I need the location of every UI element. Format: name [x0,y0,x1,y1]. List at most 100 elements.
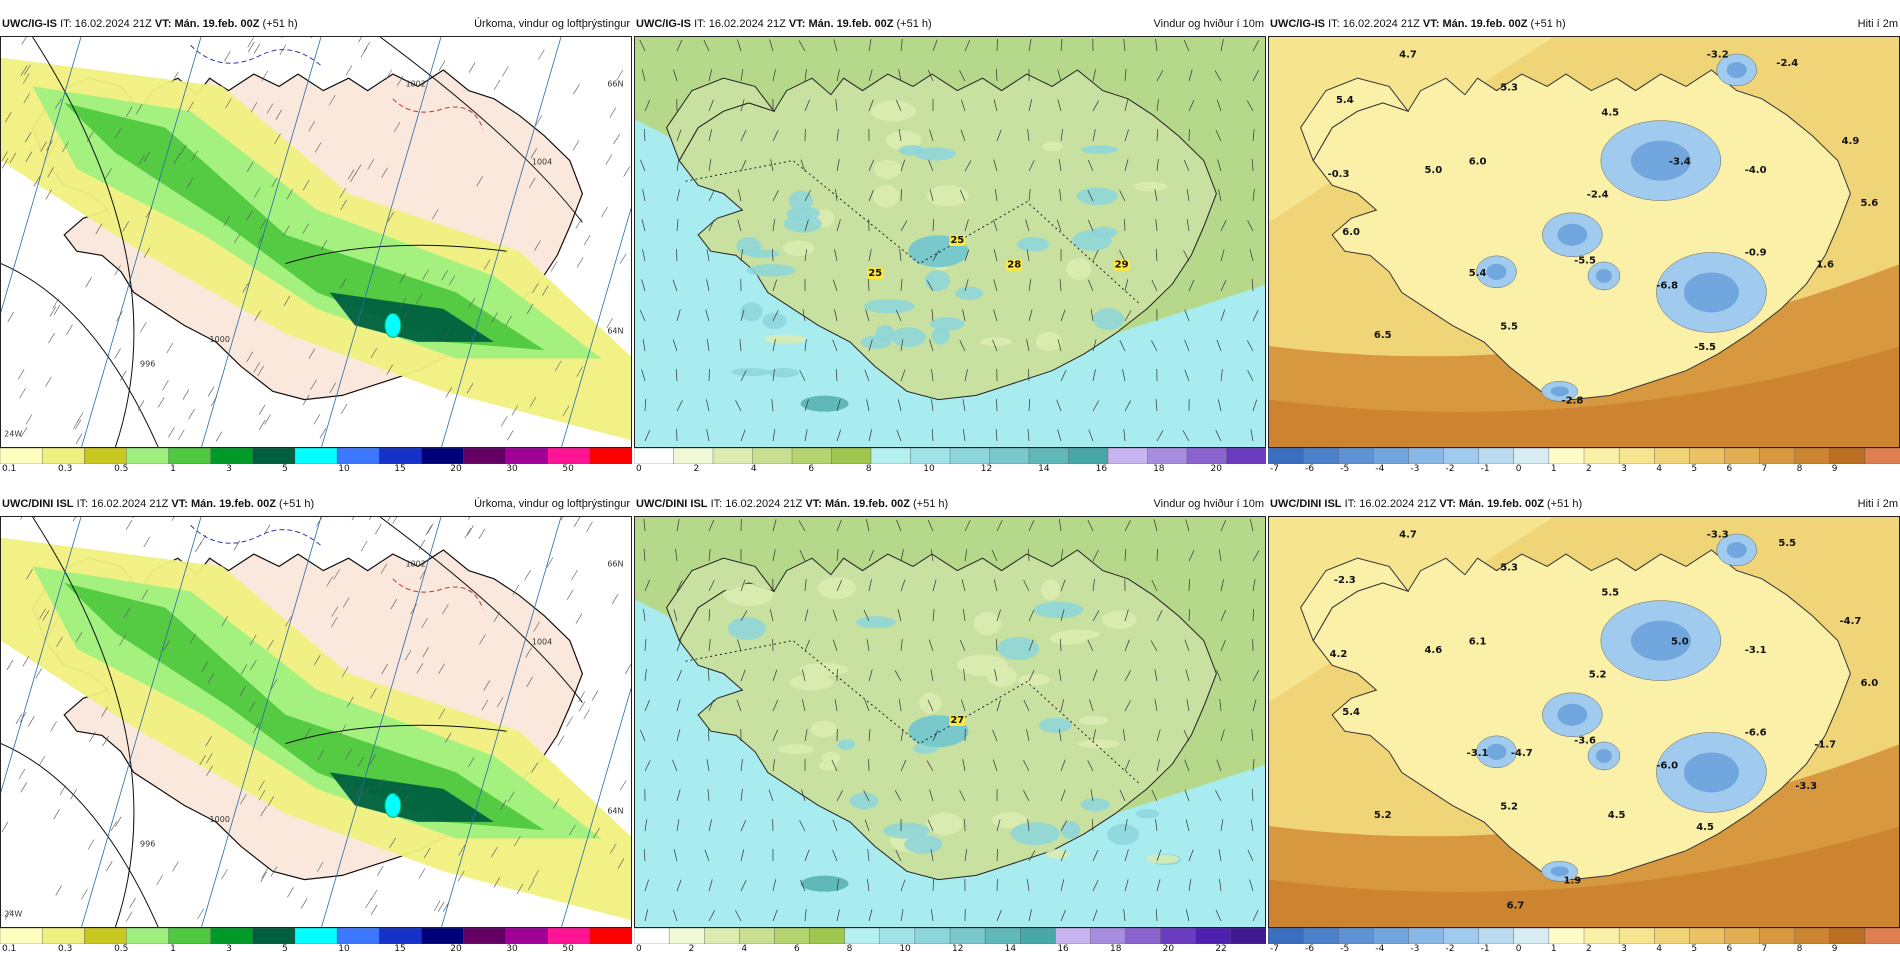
wind-speed-patch [931,327,949,344]
model-name: UWC/IG-IS [636,18,691,30]
cold-core [1487,744,1507,760]
colorbar-tick-label: 10 [923,464,934,474]
valid-time: Mán. 19.feb. 00Z [825,498,910,510]
colorbar-swatch [42,448,85,464]
wind-speed-patch [927,813,963,835]
colorbar-tick-label: 9 [1832,944,1838,954]
colorbar-tick-label: 0 [636,944,642,954]
isobar-label: 1000 [210,335,230,344]
colorbar-tick-label: 0.3 [58,464,72,474]
colorbar-swatch [1303,928,1339,944]
colorbar-swatch [1196,928,1232,944]
valid-time: Mán. 19.feb. 00Z [174,18,259,30]
colorbar-swatch [337,448,380,464]
colorbar-swatch [84,448,127,464]
colorbar-tick-label: -4 [1375,944,1384,954]
colorbar-swatch [739,928,775,944]
colorbar-tick-label: 8 [866,464,872,474]
colorbar-swatch [990,448,1030,464]
colorbar-tick-label: 22 [1215,944,1226,954]
lead-time: (+51 h) [897,18,932,30]
colorbar-tick-label: 16 [1057,944,1068,954]
colorbar-swatch [126,928,169,944]
colorbar-swatch [463,928,506,944]
colorbar-swatch [1724,928,1760,944]
wind-speed-patch [1091,227,1118,238]
temperature-label: 5.5 [1601,587,1619,598]
wind-speed-patch [1061,821,1081,839]
wind-speed-patch [873,185,899,208]
temperature-label: -0.3 [1328,169,1350,180]
wind-speed-patch [1041,579,1060,600]
init-time: 16.02.2024 21Z [91,498,168,510]
colorbar-swatch [421,448,464,464]
colorbar-tick-label: 18 [1153,464,1164,474]
wind-speed-patch [927,185,969,206]
colorbar-tick-label: 12 [952,944,963,954]
colorbar-tick-label: 6 [1726,944,1732,954]
colorbar-swatch [1654,928,1690,944]
init-time: 16.02.2024 21Z [1359,498,1436,510]
colorbar-swatch [1268,928,1304,944]
it-label: IT: [711,498,723,510]
colorbar-tick-label: 7 [1762,464,1768,474]
colorbar-tick-label: 0.1 [2,464,16,474]
colorbar-swatch [950,928,986,944]
model-name: UWC/IG-IS [2,18,57,30]
colorbar-swatch [169,928,212,944]
colorbar-tick-label: 16 [1096,464,1107,474]
colorbar-swatches [1268,928,1900,944]
colorbar-swatch [1479,448,1515,464]
wind-speed-patch [818,577,856,599]
wind-speed-patch [1055,630,1099,640]
colorbar-tick-label: 0.1 [2,944,16,954]
wind-speed-patch [1043,141,1063,151]
wind-speed-patch [1077,740,1119,749]
wind-speed-patch [980,337,1012,346]
wind-speed-patch [800,663,848,677]
colorbar-tick-label: -1 [1481,944,1490,954]
valid-time: Mán. 19.feb. 00Z [1459,498,1544,510]
wind-speed-patch [871,101,916,122]
colorbar-tick-label: -3 [1410,944,1419,954]
model-name: UWC/IG-IS [1270,18,1325,30]
graticule-label: 66N [607,559,623,568]
wind-speed-patch [736,237,761,256]
map-frame: 27 [634,516,1266,928]
colorbar-swatch [1408,928,1444,944]
gust-value: 29 [1115,260,1129,271]
wind-speed-patch [731,368,771,376]
colorbar-swatches [634,448,1266,464]
colorbar-swatches [1268,448,1900,464]
isobar-label: 1002 [405,79,425,88]
colorbar-swatch [871,448,911,464]
cold-core [1596,269,1612,283]
wind-speed-patch [1081,798,1110,811]
field-name: Vindur og hviður í 10m [1154,18,1264,30]
it-label: IT: [1345,498,1357,510]
colorbar-tick-label: 12 [981,464,992,474]
colorbar-tick-label: 8 [1797,944,1803,954]
colorbar-swatch [1795,928,1831,944]
colorbar-swatch [1373,928,1409,944]
temperature-label: 6.0 [1861,678,1879,689]
colorbar-swatch [810,928,846,944]
colorbar-swatch [379,448,422,464]
colorbar-swatch [1231,928,1266,944]
colorbar-tick-label: 5 [282,944,288,954]
wind-speed-patch [1039,718,1072,733]
vt-label: VT: [1439,498,1456,510]
wind-speed-patch [790,674,834,690]
isobar-label: 996 [140,840,155,849]
wind-speed-patch [822,752,841,764]
wind-speed-patch [919,693,941,714]
colorbar-swatch [774,928,810,944]
graticule-label: 24W [4,430,22,439]
isobar-label: 1004 [532,158,552,167]
wind-speed-patch [783,241,815,257]
